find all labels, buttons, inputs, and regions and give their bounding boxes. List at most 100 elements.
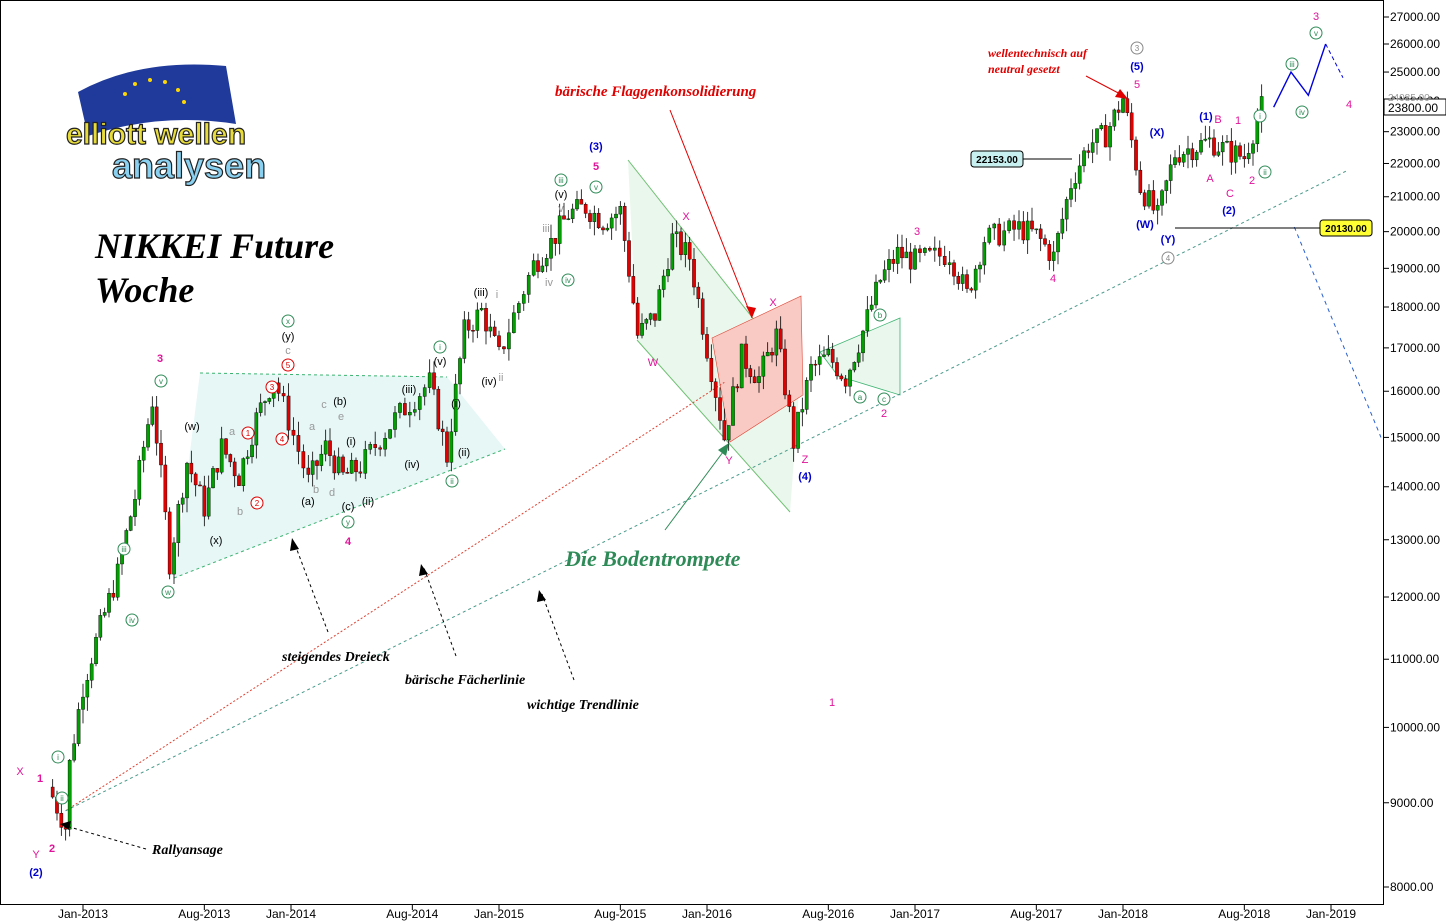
wave-circle-label: iii (121, 545, 127, 554)
candle-body (286, 395, 291, 431)
candle-body (345, 471, 350, 474)
x-tick-label: Aug-2018 (1218, 907, 1270, 921)
candle-body (683, 242, 688, 255)
wave-circle (341, 515, 355, 529)
candle-body (250, 444, 254, 458)
candle-body (692, 259, 696, 288)
candle-body (739, 343, 744, 389)
candle-body (549, 237, 553, 259)
wave-circle-label: a (858, 393, 863, 402)
candle-body (141, 446, 146, 461)
candle-body (562, 215, 566, 220)
candle-body (137, 460, 142, 500)
wave-circle (125, 613, 139, 627)
wave-circle (241, 426, 255, 440)
wave-label: i (496, 289, 498, 301)
wave-label: X (769, 297, 777, 309)
wave-label: Z (802, 454, 809, 466)
candle-body (865, 309, 870, 332)
candle-body (839, 375, 844, 380)
candle-body (1060, 218, 1065, 234)
candle-body (398, 403, 402, 413)
candle-body (947, 262, 952, 265)
wave-label: (i) (346, 436, 356, 448)
wave-label: b (237, 506, 243, 518)
candle-body (575, 199, 579, 210)
candle-body (830, 348, 835, 363)
candle-body (1173, 157, 1177, 165)
candle-body (956, 275, 961, 284)
wave-label: d (329, 487, 335, 499)
candle-body (492, 326, 497, 336)
candle-body (98, 615, 103, 638)
candle-body (705, 334, 709, 359)
candle-body (488, 326, 493, 332)
wave-circle (250, 496, 264, 510)
candle-body (618, 206, 623, 215)
candle-body (1056, 232, 1060, 253)
candle-body (219, 438, 224, 473)
candle-body (89, 663, 94, 681)
candle-body (1043, 238, 1047, 245)
triangle-lower-line (173, 448, 506, 579)
wave-circle-label: 1 (246, 429, 251, 438)
wave-label: 1 (829, 697, 835, 709)
candle-body (969, 288, 974, 291)
candle-body (50, 786, 55, 798)
candle-body (206, 487, 211, 517)
candle-body (1177, 157, 1182, 163)
bodentrompete-arrow (664, 447, 727, 531)
wave-circle (281, 358, 295, 372)
candle-body (1030, 220, 1034, 230)
wave-label: (a) (301, 496, 314, 508)
wave-circle-label: b (878, 311, 883, 320)
x-tick-label: Jan-2014 (266, 907, 316, 921)
candle-body (992, 223, 997, 229)
candle-body (388, 429, 392, 439)
y-tick-label: 10000.00 (1390, 720, 1440, 734)
candle-body (301, 451, 306, 469)
candle-body (1034, 228, 1039, 231)
candle-body (1168, 164, 1173, 181)
candle-body (497, 335, 501, 347)
candle-body (878, 279, 883, 283)
wave-label: a (309, 421, 316, 433)
candle-body (1207, 137, 1212, 140)
candle-body (752, 376, 757, 383)
candle-body (1199, 140, 1203, 153)
wave-circle (55, 791, 69, 805)
candle-body (167, 511, 172, 575)
candle-body (383, 438, 387, 450)
wave-circle-label: 4 (280, 435, 285, 444)
candle-body (1155, 205, 1160, 211)
candle-body (1082, 150, 1086, 167)
wave-circle-label: 3 (270, 383, 275, 392)
y-tick-label: 26000.00 (1390, 37, 1440, 51)
wave-label: (2) (1222, 205, 1236, 217)
wave-label: 4 (1050, 273, 1056, 285)
candle-body (263, 401, 267, 403)
wave-label: 2 (1249, 175, 1255, 187)
wave-label: 3 (157, 353, 163, 365)
candle-body (154, 406, 159, 444)
candle-body (432, 372, 436, 390)
current-price-label: 23800.00 (1388, 101, 1438, 115)
candle-body (601, 227, 605, 231)
wave-circle-label: ii (60, 794, 64, 803)
candle-body (1095, 128, 1099, 143)
candle-body (1242, 156, 1247, 160)
candle-body (744, 343, 748, 369)
candle-body (1160, 190, 1164, 206)
wave-circle-label: c (882, 395, 886, 404)
candle-body (882, 269, 887, 281)
candle-body (622, 206, 627, 241)
wave-circle (853, 390, 867, 404)
candle-body (644, 319, 649, 324)
chart-title: NIKKEI Future (94, 226, 334, 266)
candle-body (1025, 220, 1030, 241)
wave-circle (1130, 41, 1144, 55)
candle-body (933, 247, 937, 251)
triangle-upper-line (199, 372, 448, 378)
bodentrompete-arrowhead (718, 443, 729, 456)
wave-circle-label: 5 (286, 361, 291, 370)
